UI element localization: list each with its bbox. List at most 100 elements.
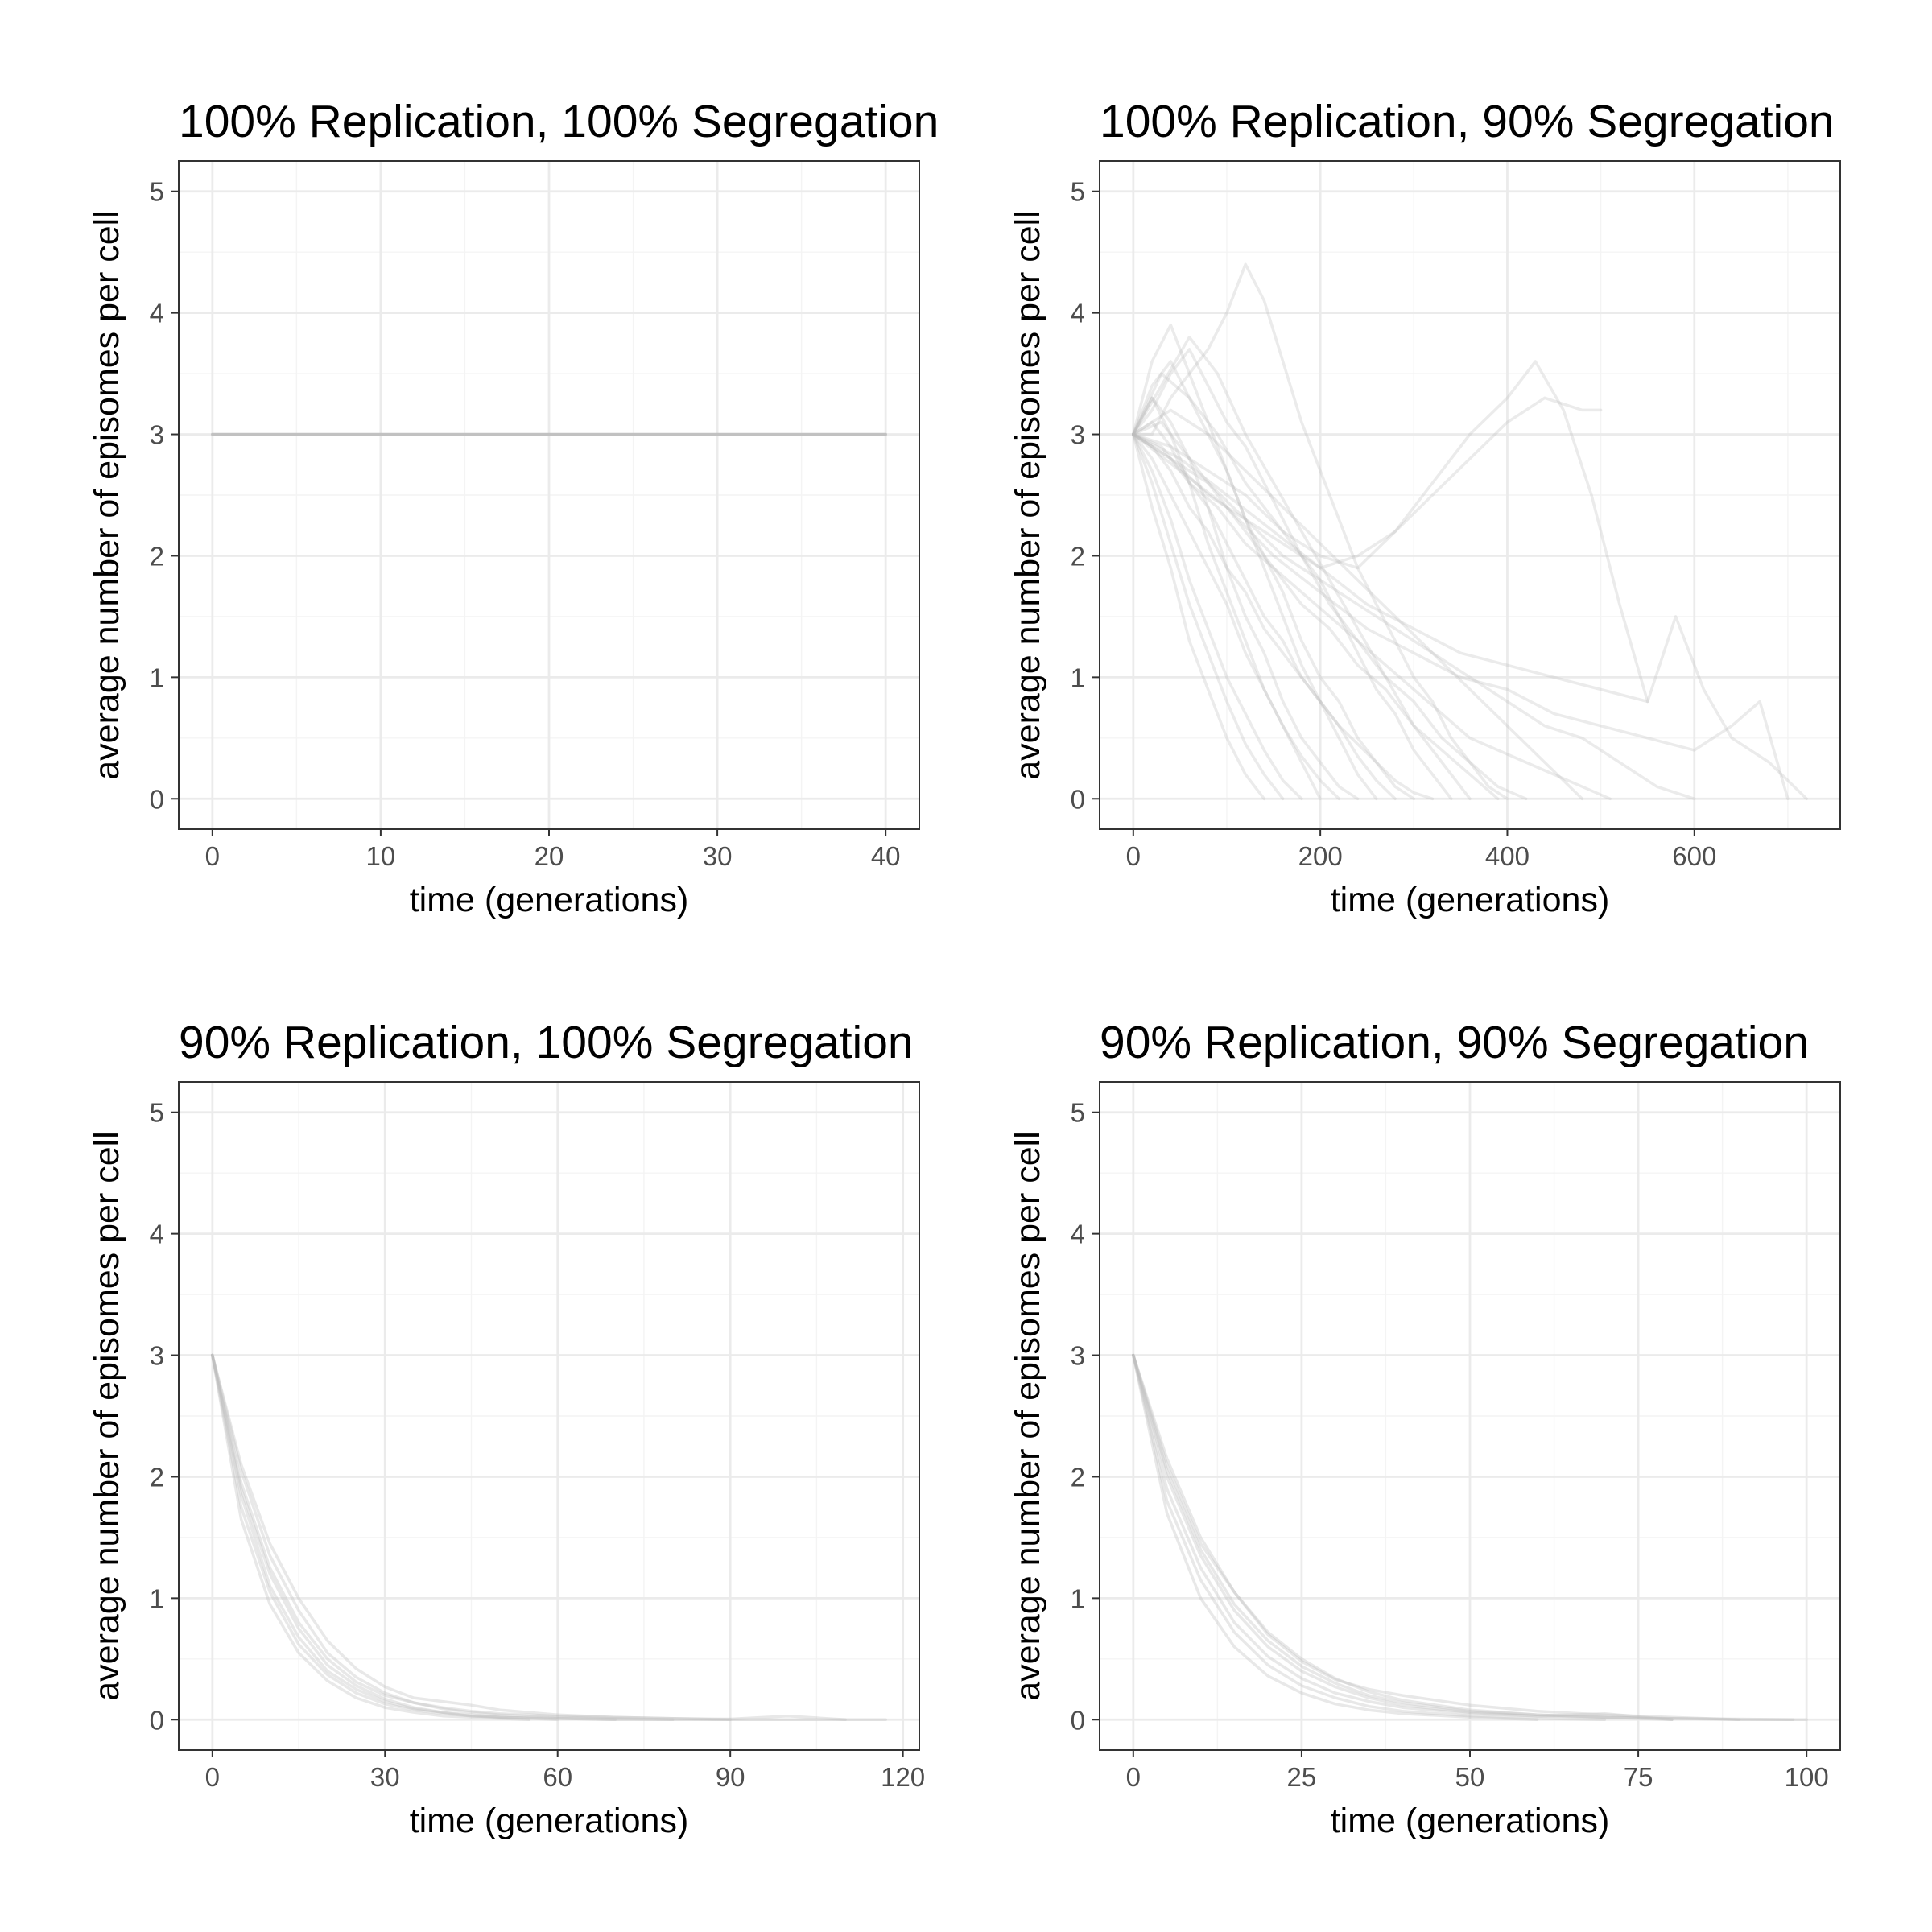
series-line-20 [1132, 336, 1472, 801]
panel-title: 90% Replication, 100% Segregation [179, 1017, 914, 1068]
y-tick-label: 4 [1071, 1220, 1085, 1249]
y-axis-title: average number of episomes per cell [1009, 1131, 1047, 1700]
series-line-18 [1132, 432, 1790, 801]
plot-area: 0 30 60 90 120 0 1 2 3 4 5 [150, 1081, 925, 1792]
series-line-3 [211, 1353, 675, 1722]
y-tick-label: 5 [150, 1098, 164, 1128]
series-line-21 [1132, 420, 1612, 801]
series-line-11 [1132, 432, 1500, 801]
y-tick-label: 3 [150, 420, 164, 450]
y-tick-label: 3 [1071, 1341, 1085, 1371]
y-tick-label: 1 [150, 663, 164, 692]
series-line-1 [1132, 1353, 1808, 1722]
series-line-6 [1132, 1353, 1674, 1722]
x-tick-label: 30 [703, 841, 733, 871]
series-line-5 [1132, 348, 1453, 801]
y-tick-label: 2 [1071, 541, 1085, 571]
x-tick-label: 600 [1672, 841, 1716, 871]
panel-4: 0 25 50 75 100 0 1 2 3 4 5 90% Replication, 90% Se… [1009, 1017, 1841, 1840]
y-axis-title: average number of episomes per cell [88, 1131, 126, 1700]
x-tick-label: 50 [1455, 1762, 1485, 1792]
series-line-19 [1132, 432, 1696, 801]
x-tick-label: 90 [716, 1762, 745, 1792]
x-tick-label: 25 [1287, 1762, 1317, 1792]
series-line-22 [1132, 432, 1435, 801]
series-line-4 [1132, 432, 1266, 801]
y-tick-label: 4 [150, 299, 164, 328]
x-tick-label: 60 [543, 1762, 572, 1792]
y-tick-label: 1 [1071, 663, 1085, 692]
x-tick-label: 10 [366, 841, 396, 871]
series-line-10 [1132, 396, 1322, 801]
y-tick-label: 2 [1071, 1462, 1085, 1492]
panel-title: 100% Replication, 90% Segregation [1100, 96, 1835, 147]
series-line-7 [1132, 1353, 1795, 1722]
x-axis-title: time (generations) [1331, 881, 1610, 919]
panel-3: 0 30 60 90 120 0 1 2 3 4 5 90% Replication, 100% S… [88, 1017, 925, 1840]
x-tick-label: 40 [871, 841, 901, 871]
panel-border [178, 1081, 920, 1751]
series-line-16 [1132, 360, 1649, 704]
y-tick-label: 0 [1071, 784, 1085, 814]
x-tick-label: 20 [535, 841, 564, 871]
series-line-8 [1132, 432, 1285, 801]
y-tick-label: 5 [1071, 1098, 1085, 1128]
x-tick-label: 200 [1298, 841, 1343, 871]
x-axis-title: time (generations) [410, 1802, 689, 1840]
series-line-1 [211, 1353, 887, 1722]
series-line-2 [1132, 1353, 1607, 1722]
series-line-6 [211, 1353, 559, 1722]
y-tick-label: 5 [1071, 177, 1085, 207]
x-tick-label: 100 [1785, 1762, 1829, 1792]
y-tick-label: 1 [1071, 1583, 1085, 1613]
y-tick-label: 2 [150, 541, 164, 571]
series-line-5 [211, 1353, 732, 1722]
series-line-12 [1132, 323, 1378, 801]
y-tick-label: 5 [150, 177, 164, 207]
series-line-6 [1132, 432, 1341, 801]
x-tick-label: 0 [1126, 841, 1141, 871]
panel-title: 90% Replication, 90% Segregation [1100, 1017, 1809, 1068]
series-line-15 [1132, 396, 1603, 570]
series-line-4 [211, 1353, 530, 1722]
series-line-7 [1132, 420, 1397, 801]
series-line-9 [1132, 372, 1528, 801]
series-line-13 [1132, 408, 1584, 801]
series-line-1 [1132, 396, 1360, 801]
plot-area: 0 200 400 600 0 1 2 3 4 5 [1071, 160, 1841, 871]
y-tick-label: 0 [150, 1705, 164, 1735]
series-line-7 [211, 1353, 847, 1722]
plot-area: 0 10 20 30 40 0 1 2 3 4 5 [150, 160, 920, 871]
y-tick-label: 3 [1071, 420, 1085, 450]
series-line-3 [1132, 1353, 1674, 1722]
x-axis-title: time (generations) [410, 881, 689, 919]
panel-border [1099, 160, 1841, 830]
x-tick-label: 0 [205, 841, 220, 871]
x-axis-title: time (generations) [1331, 1802, 1610, 1840]
x-tick-label: 0 [1126, 1762, 1141, 1792]
plot-area: 0 25 50 75 100 0 1 2 3 4 5 [1071, 1081, 1841, 1792]
y-tick-label: 2 [150, 1462, 164, 1492]
y-tick-label: 0 [1071, 1705, 1085, 1735]
series-line-14 [1132, 262, 1509, 801]
y-tick-label: 0 [150, 784, 164, 814]
series-line-4 [1132, 1353, 1539, 1722]
x-tick-label: 400 [1485, 841, 1530, 871]
series-line-2 [211, 1353, 617, 1722]
series-line-2 [1132, 432, 1303, 801]
y-tick-label: 3 [150, 1341, 164, 1371]
panel-1: 0 10 20 30 40 0 1 2 3 4 5 100% Replication, 100% S… [88, 96, 939, 919]
series-line-3 [1132, 360, 1416, 801]
x-tick-label: 30 [370, 1762, 400, 1792]
series-line-5 [1132, 1353, 1741, 1722]
x-tick-label: 120 [881, 1762, 925, 1792]
panel-title: 100% Replication, 100% Segregation [179, 96, 939, 147]
y-tick-label: 1 [150, 1583, 164, 1613]
y-axis-title: average number of episomes per cell [88, 210, 126, 779]
y-tick-label: 4 [150, 1220, 164, 1249]
panel-2: 0 200 400 600 0 1 2 3 4 5 100% Replication, 90% S… [1009, 96, 1841, 919]
x-tick-label: 75 [1624, 1762, 1653, 1792]
y-tick-label: 4 [1071, 299, 1085, 328]
